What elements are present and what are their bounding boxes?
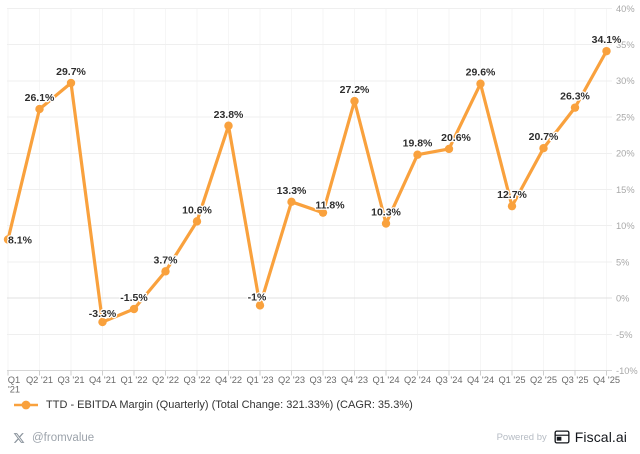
legend-marker-icon xyxy=(14,400,38,410)
legend-item[interactable]: TTD - EBITDA Margin (Quarterly) (Total C… xyxy=(13,399,413,411)
y-axis-label: 10% xyxy=(616,221,635,231)
data-point[interactable] xyxy=(476,79,485,88)
data-point[interactable] xyxy=(539,144,548,153)
series-line xyxy=(6,49,609,324)
data-point[interactable] xyxy=(255,301,265,310)
x-logo-icon xyxy=(13,433,25,443)
y-axis-label: 5% xyxy=(616,257,629,267)
y-axis-label: 30% xyxy=(616,76,635,86)
data-point[interactable] xyxy=(3,235,13,244)
y-axis-label: 20% xyxy=(616,149,635,159)
x-axis-label: Q2 '25 xyxy=(530,375,557,385)
x-axis-label: Q1 '23 xyxy=(246,375,273,385)
x-axis-label: Q4 '25 xyxy=(593,375,620,385)
data-label: 20.6% xyxy=(441,132,471,144)
legend-label: TTD - EBITDA Margin (Quarterly) (Total C… xyxy=(46,399,413,411)
data-label: 3.7% xyxy=(154,254,179,266)
data-point[interactable] xyxy=(224,121,233,130)
data-label: 34.1% xyxy=(592,34,622,46)
data-label: 23.8% xyxy=(214,109,244,121)
data-point[interactable] xyxy=(287,197,296,207)
powered-by-label: Powered by xyxy=(496,431,547,443)
x-axis-label: Q3 '23 xyxy=(309,375,336,385)
data-point[interactable] xyxy=(35,104,44,114)
legend: TTD - EBITDA Margin (Quarterly) (Total C… xyxy=(13,397,413,413)
x-axis-label: Q3 '24 xyxy=(435,375,462,385)
powered-by[interactable]: Powered by Fiscal.ai xyxy=(497,426,627,448)
y-axis-label: 15% xyxy=(616,185,635,195)
data-label: 8.1% xyxy=(8,234,33,246)
x-axis-label: Q3 '22 xyxy=(183,375,210,385)
data-point[interactable] xyxy=(444,144,454,154)
data-point[interactable] xyxy=(66,78,76,88)
data-label: 26.3% xyxy=(560,91,590,103)
brand-name: Fiscal.ai xyxy=(574,429,627,445)
x-axis-label: Q1 '22 xyxy=(120,375,147,385)
x-axis-label: Q2 '24 xyxy=(404,375,431,385)
ebitda-margin-line-chart: 40% 35% 30% 25% 20% 15% 10% 5% 0% -5% -10% Q1'21 Q2 … xyxy=(3,4,638,395)
data-point[interactable] xyxy=(129,304,139,314)
data-point[interactable] xyxy=(161,267,170,276)
data-label: 12.7% xyxy=(497,189,527,201)
data-label: -1.5% xyxy=(120,292,148,304)
data-label: 29.7% xyxy=(56,66,86,78)
y-axis-label: 40% xyxy=(616,4,635,14)
data-label: -3.3% xyxy=(89,308,117,320)
x-axis-label: Q2 '21 xyxy=(26,375,53,385)
data-point[interactable] xyxy=(318,208,328,217)
x-axis-label: Q1 '24 xyxy=(372,375,399,385)
data-point[interactable] xyxy=(570,103,580,112)
data-label: 27.2% xyxy=(340,84,370,96)
data-label: 26.1% xyxy=(25,92,55,104)
data-label: 19.8% xyxy=(403,138,433,150)
fiscal-logo-icon xyxy=(554,430,570,444)
y-axis-label: -5% xyxy=(616,330,633,340)
data-label: 29.6% xyxy=(466,67,496,79)
x-attribution: @fromvalue xyxy=(13,429,94,447)
y-axis-label: -10% xyxy=(616,366,638,376)
x-axis-label: Q2 '23 xyxy=(278,375,305,385)
x-axis-label: Q4 '22 xyxy=(215,375,242,385)
data-point[interactable] xyxy=(350,96,359,106)
twitter-handle: @fromvalue xyxy=(32,432,95,444)
y-axis-label: 25% xyxy=(616,112,635,122)
data-point[interactable] xyxy=(413,150,422,159)
x-axis-label: Q3 '21 xyxy=(57,375,84,385)
data-label: 10.3% xyxy=(371,207,401,219)
data-label: 11.8% xyxy=(315,200,345,212)
y-axis-label: 0% xyxy=(616,294,629,304)
y-axis-label: 35% xyxy=(616,40,635,50)
x-axis-label: Q3 '25 xyxy=(561,375,588,385)
x-axis-label: Q1 '25 xyxy=(498,375,525,385)
data-point[interactable] xyxy=(507,201,517,211)
data-label: 20.7% xyxy=(529,131,559,143)
data-label: -1% xyxy=(248,291,267,303)
data-point[interactable] xyxy=(381,219,391,228)
x-axis-label: Q4 '21 xyxy=(89,375,116,385)
data-point[interactable] xyxy=(192,217,202,226)
x-axis-label: Q2 '22 xyxy=(152,375,179,385)
x-axis-label: Q4 '24 xyxy=(467,375,494,385)
data-label: 13.3% xyxy=(277,185,307,197)
data-point[interactable] xyxy=(98,317,107,327)
data-point[interactable] xyxy=(602,46,611,56)
data-label: 10.6% xyxy=(182,204,212,216)
x-axis-label: Q1'21 xyxy=(8,375,20,394)
x-axis-label: Q4 '23 xyxy=(341,375,368,385)
